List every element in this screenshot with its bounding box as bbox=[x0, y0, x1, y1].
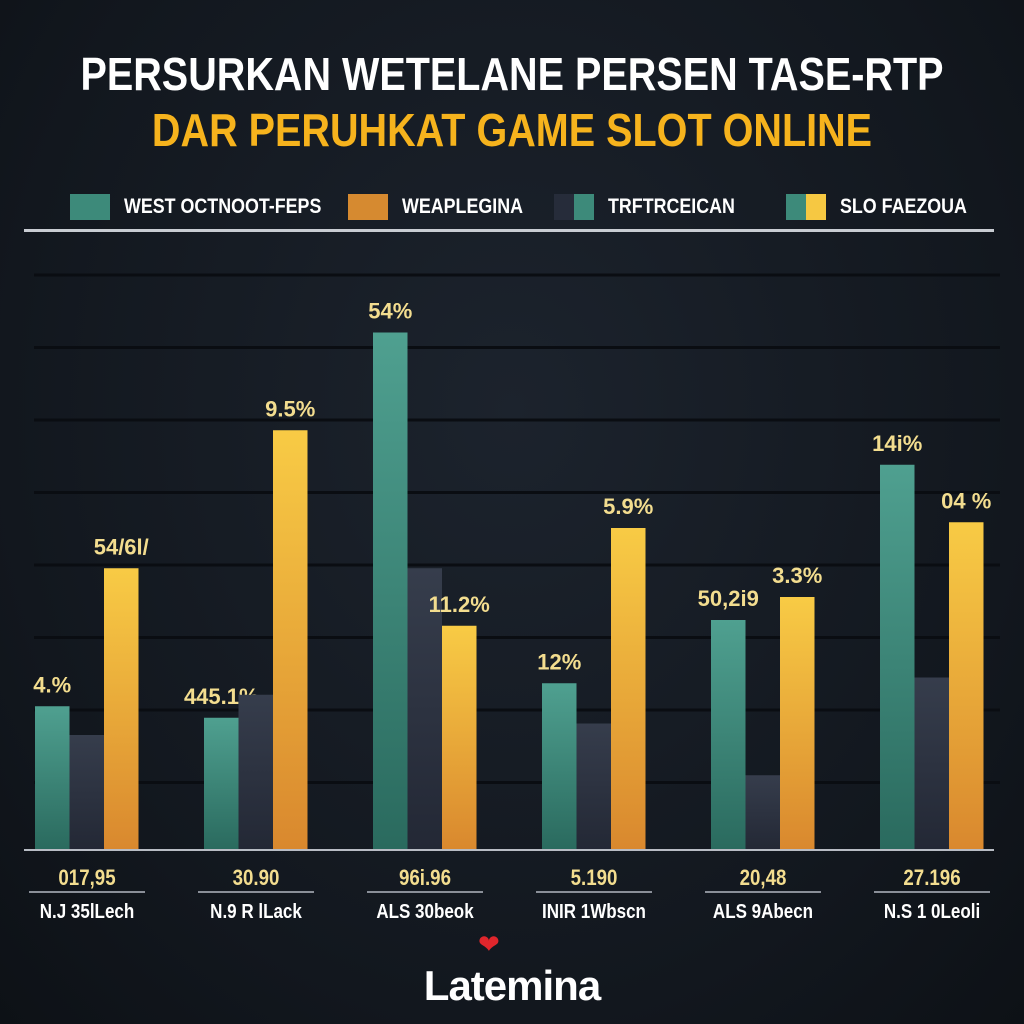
bar bbox=[204, 717, 239, 850]
category-divider bbox=[28, 891, 145, 893]
brand-logo: Latemina bbox=[423, 962, 601, 1009]
data-label: 5.9% bbox=[603, 494, 653, 519]
category-value: 20,48 bbox=[739, 865, 787, 890]
category-label: INIR 1Wbscn bbox=[541, 901, 646, 923]
bar bbox=[273, 430, 308, 850]
chart-subtitle: DAR PERUHKAT GAME SLOT ONLINE bbox=[151, 104, 873, 156]
category-divider bbox=[704, 891, 821, 893]
bar bbox=[780, 597, 815, 850]
legend-label: WEAPLEGINA bbox=[402, 195, 523, 218]
category-value: 017,95 bbox=[58, 865, 116, 890]
legend-label: SLO FAEZOUA bbox=[840, 195, 967, 218]
bar bbox=[745, 775, 780, 850]
category-divider bbox=[197, 891, 314, 893]
logo-bird-icon: ❤ bbox=[478, 929, 500, 959]
data-label: 3.3% bbox=[772, 563, 822, 588]
data-label: 11.2% bbox=[429, 592, 490, 617]
category-divider bbox=[535, 891, 652, 893]
bar bbox=[69, 735, 104, 850]
category-label: N.S 1 0Leoli bbox=[883, 901, 980, 923]
category-label: ALS 9Abecn bbox=[712, 901, 813, 923]
bar bbox=[373, 332, 408, 850]
category-label: ALS 30beok bbox=[376, 901, 474, 923]
category-label: N.J 35lLech bbox=[39, 901, 134, 923]
bar bbox=[238, 694, 273, 850]
chart-title: PERSURKAN WETELANE PERSEN TASE-RTP bbox=[80, 48, 944, 100]
data-label: 54% bbox=[368, 299, 412, 324]
data-label: 50,2i9 bbox=[698, 586, 759, 611]
bar bbox=[542, 683, 577, 850]
legend-swatch bbox=[786, 194, 826, 220]
legend-label: TRFTRCEICAN bbox=[608, 195, 735, 218]
category-value: 30.90 bbox=[232, 865, 280, 890]
bar bbox=[576, 723, 611, 850]
legend-item: TRFTRCEICAN bbox=[554, 194, 757, 220]
legend-item: SLO FAEZOUA bbox=[786, 194, 989, 220]
bar bbox=[880, 464, 915, 850]
legend-swatch bbox=[70, 194, 110, 220]
legend-swatch bbox=[554, 194, 594, 220]
legend-swatch bbox=[348, 194, 388, 220]
bar bbox=[914, 677, 949, 850]
category-label: N.9 R lLack bbox=[209, 901, 302, 923]
data-label: 9.5% bbox=[265, 396, 315, 421]
bar bbox=[442, 625, 477, 850]
category-divider bbox=[366, 891, 483, 893]
category-value: 96i.96 bbox=[398, 865, 451, 890]
legend-label: WEST OCTNOOT-FEPS bbox=[124, 195, 322, 218]
bar bbox=[611, 528, 646, 850]
data-label: 14i% bbox=[872, 431, 922, 456]
data-label: 12% bbox=[537, 649, 581, 674]
legend-item: WEAPLEGINA bbox=[348, 194, 544, 220]
category-divider bbox=[873, 891, 990, 893]
category-value: 5.190 bbox=[570, 865, 618, 890]
baseline bbox=[24, 849, 994, 851]
data-label: 54/6l/ bbox=[94, 534, 149, 559]
bar bbox=[711, 620, 746, 850]
bar bbox=[407, 568, 442, 850]
data-label: 4.% bbox=[33, 672, 71, 697]
data-label: 04 % bbox=[941, 488, 991, 513]
legend: WEST OCTNOOT-FEPS WEAPLEGINA TRFTRCEICAN… bbox=[0, 194, 1024, 224]
legend-divider bbox=[24, 229, 994, 232]
bar bbox=[949, 522, 984, 850]
bar bbox=[35, 706, 70, 850]
legend-item: WEST OCTNOOT-FEPS bbox=[70, 194, 356, 220]
category-value: 27.196 bbox=[903, 865, 961, 890]
bar bbox=[104, 568, 139, 850]
